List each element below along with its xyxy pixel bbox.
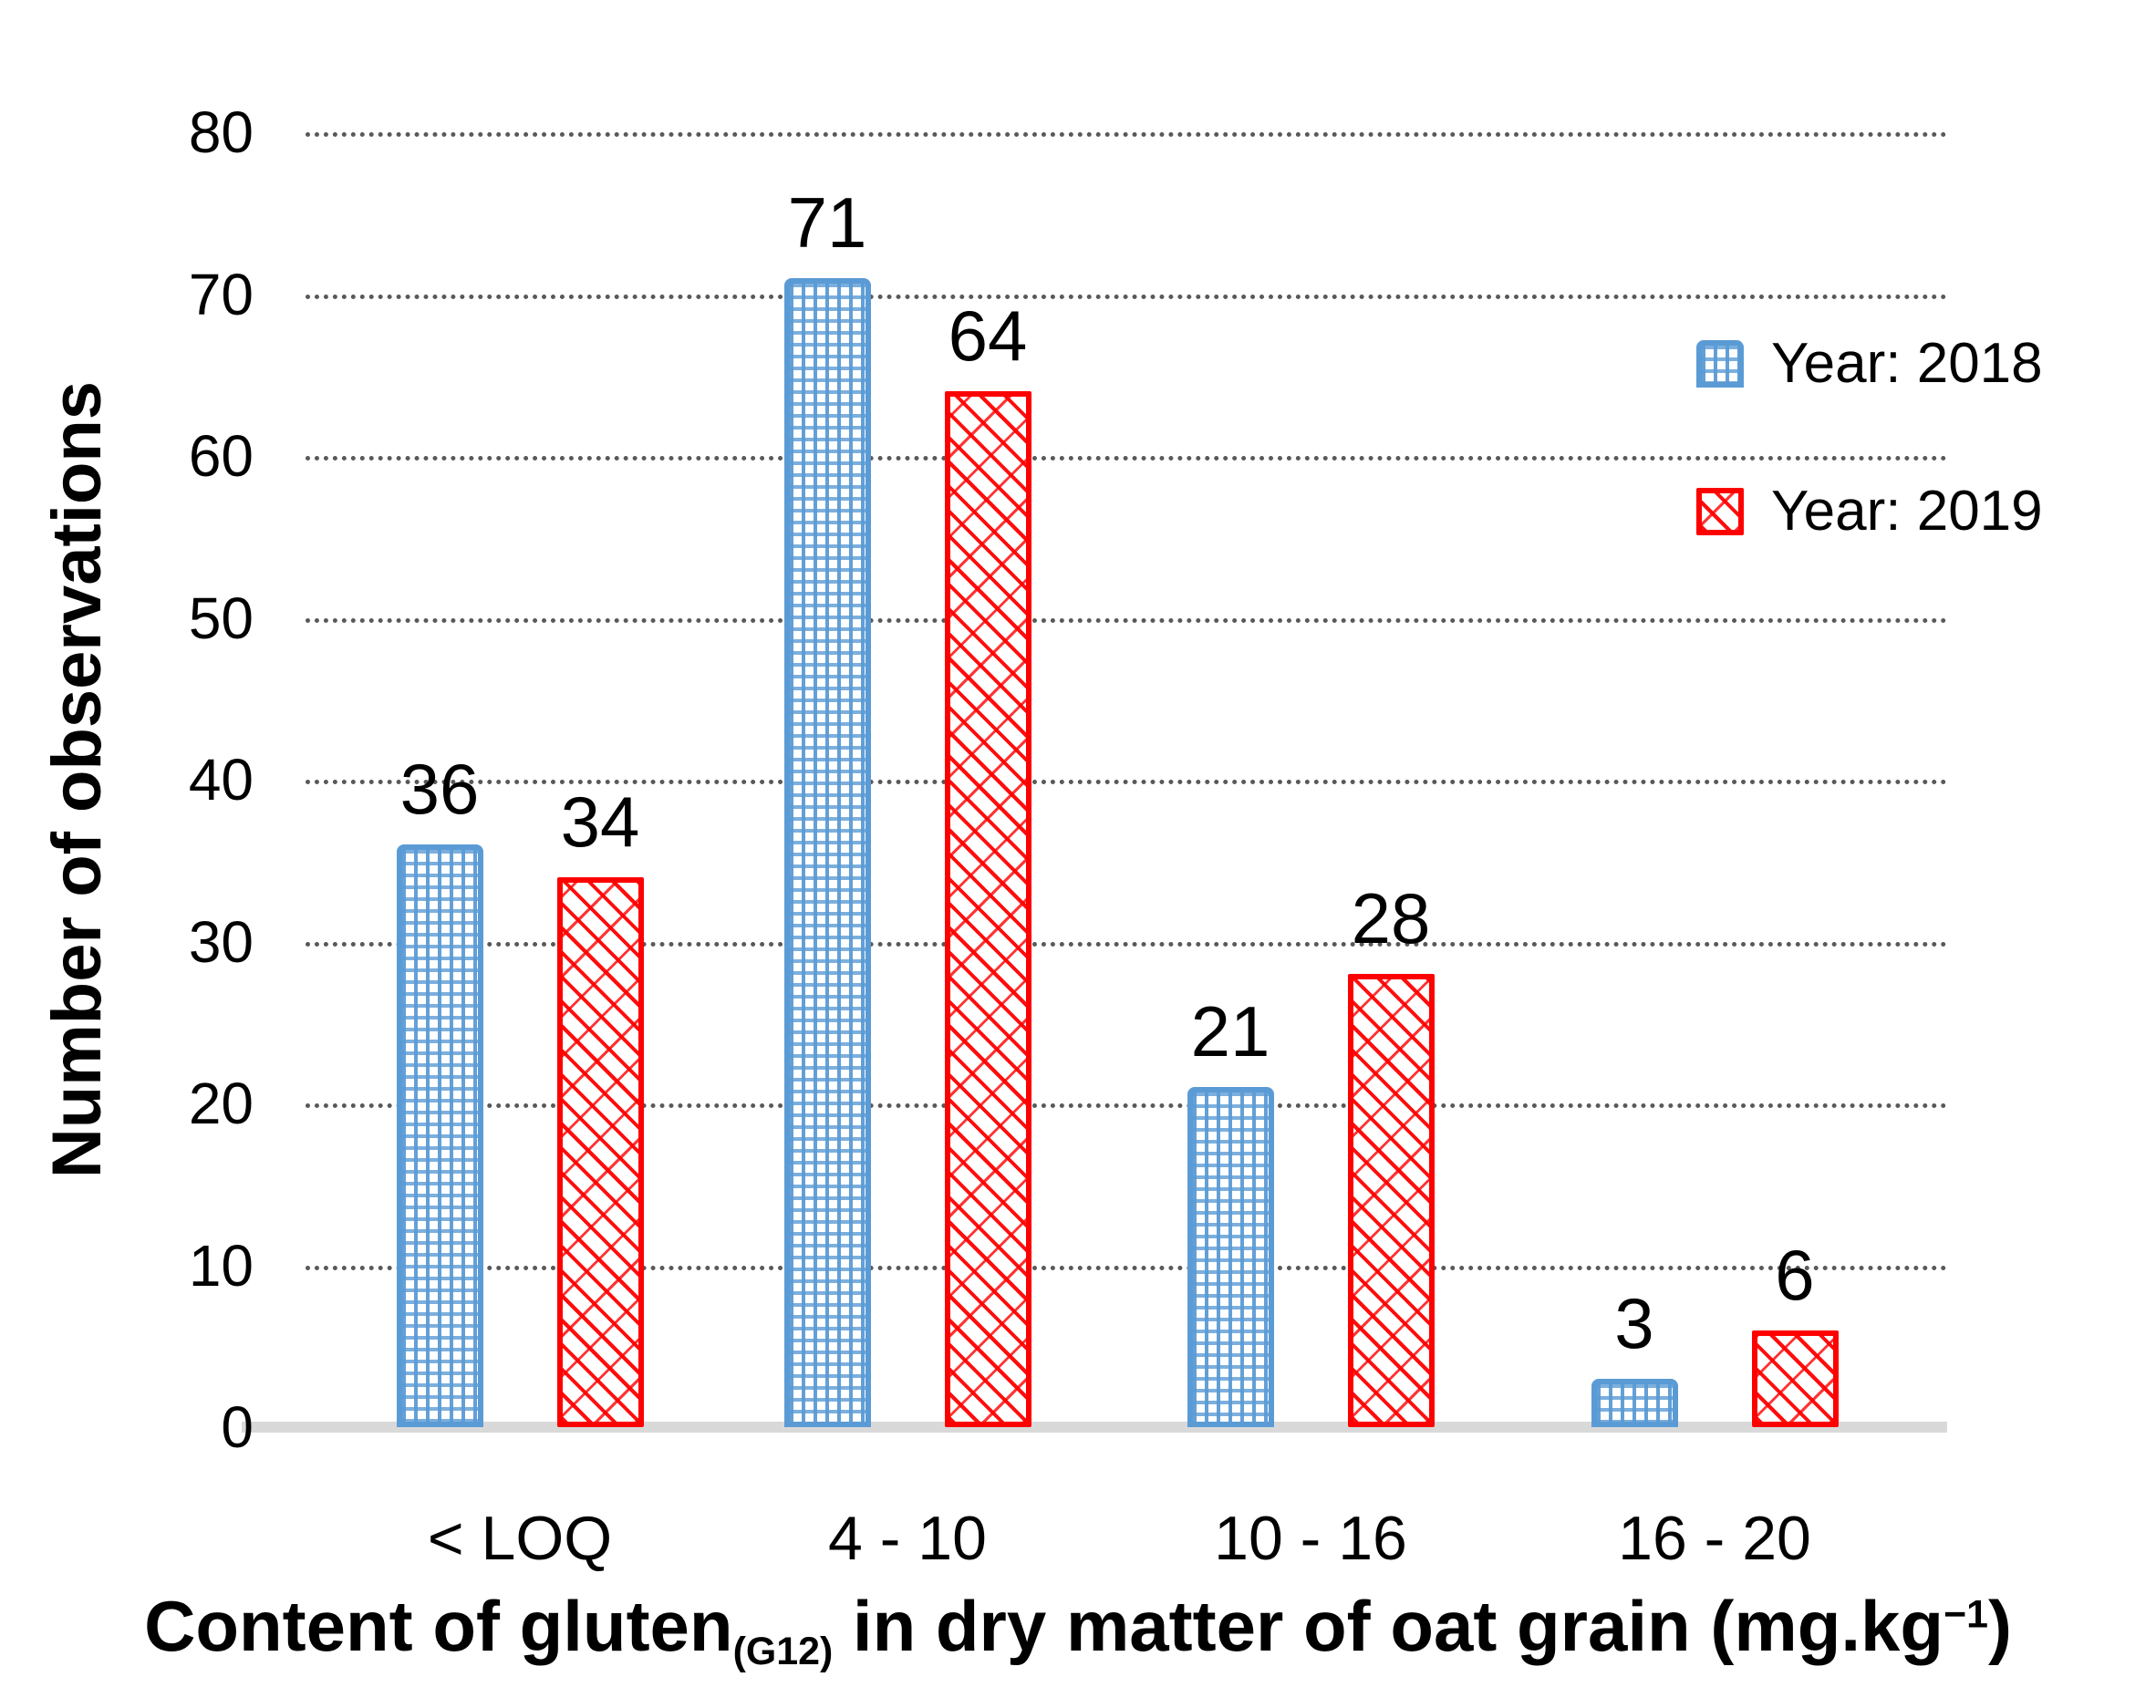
y-tick-label: 10 bbox=[188, 1232, 254, 1299]
x-category-label: 10 - 16 bbox=[1214, 1504, 1407, 1573]
bar-year-2018-1 bbox=[783, 277, 871, 1427]
bar-value-label: 6 bbox=[1775, 1234, 1815, 1315]
grid-line bbox=[306, 132, 1947, 137]
x-axis-title-superscript: −1 bbox=[1944, 1592, 1988, 1637]
bar-year-2019-0 bbox=[556, 876, 644, 1427]
grid-line bbox=[306, 294, 1947, 299]
bar-year-2018-2 bbox=[1187, 1087, 1274, 1427]
legend-swatch-icon bbox=[1696, 340, 1744, 388]
bar-year-2019-2 bbox=[1347, 974, 1435, 1427]
bar-value-label: 28 bbox=[1351, 878, 1431, 958]
legend-item: Year: 2019 bbox=[1696, 483, 2043, 540]
bar-value-label: 71 bbox=[787, 181, 867, 263]
bar-year-2019-1 bbox=[944, 391, 1031, 1427]
bar-year-2019-3 bbox=[1751, 1330, 1839, 1427]
y-tick-label: 60 bbox=[188, 423, 254, 489]
y-tick-label: 20 bbox=[188, 1071, 254, 1136]
bar-year-2018-0 bbox=[396, 844, 483, 1427]
x-axis-title-suffix: ) bbox=[1987, 1586, 2012, 1666]
x-category-label: 16 - 20 bbox=[1618, 1504, 1811, 1573]
bar-year-2018-3 bbox=[1591, 1378, 1678, 1427]
grid-line bbox=[306, 1103, 1947, 1108]
grid-line bbox=[306, 456, 1947, 461]
y-axis-title: Number of observations bbox=[38, 380, 116, 1179]
x-category-label: 4 - 10 bbox=[828, 1504, 987, 1573]
bar-value-label: 36 bbox=[399, 749, 480, 829]
bar-value-label: 3 bbox=[1614, 1282, 1654, 1363]
x-axis-title-subscript: (G12) bbox=[732, 1630, 834, 1673]
x-axis-title: Content of gluten(G12) in dry matter of … bbox=[0, 1585, 2156, 1674]
grid-line bbox=[306, 617, 1947, 623]
bar-value-label: 34 bbox=[560, 781, 640, 862]
x-category-label: < LOQ bbox=[427, 1504, 613, 1573]
legend-item: Year: 2018 bbox=[1696, 336, 2043, 392]
y-tick-label: 30 bbox=[188, 908, 254, 975]
x-axis-line bbox=[242, 1422, 1947, 1433]
y-tick-label: 40 bbox=[188, 747, 254, 813]
plot-area: 0 10 20 30 40 50 60 70 80 36 71 21 3 34 64 28 6 < LOQ 4 - … bbox=[189, 103, 1947, 1569]
legend-label: Year: 2019 bbox=[1771, 480, 2043, 543]
legend: Year: 2018 Year: 2019 bbox=[1696, 336, 2043, 540]
y-tick-label: 80 bbox=[188, 99, 254, 165]
grid-line bbox=[306, 941, 1947, 947]
grid-line bbox=[306, 1265, 1947, 1270]
y-tick-label: 70 bbox=[188, 261, 254, 327]
legend-swatch-icon bbox=[1696, 488, 1744, 535]
bar-value-label: 64 bbox=[948, 295, 1028, 376]
legend-label: Year: 2018 bbox=[1771, 332, 2043, 395]
bar-value-label: 21 bbox=[1190, 991, 1270, 1072]
y-tick-label: 50 bbox=[188, 585, 254, 651]
y-tick-label: 0 bbox=[221, 1394, 254, 1460]
grid-line bbox=[306, 780, 1947, 784]
x-axis-title-text: Content of gluten bbox=[144, 1586, 733, 1666]
x-axis-title-middle: in dry matter of oat grain (mg.kg bbox=[833, 1586, 1944, 1666]
